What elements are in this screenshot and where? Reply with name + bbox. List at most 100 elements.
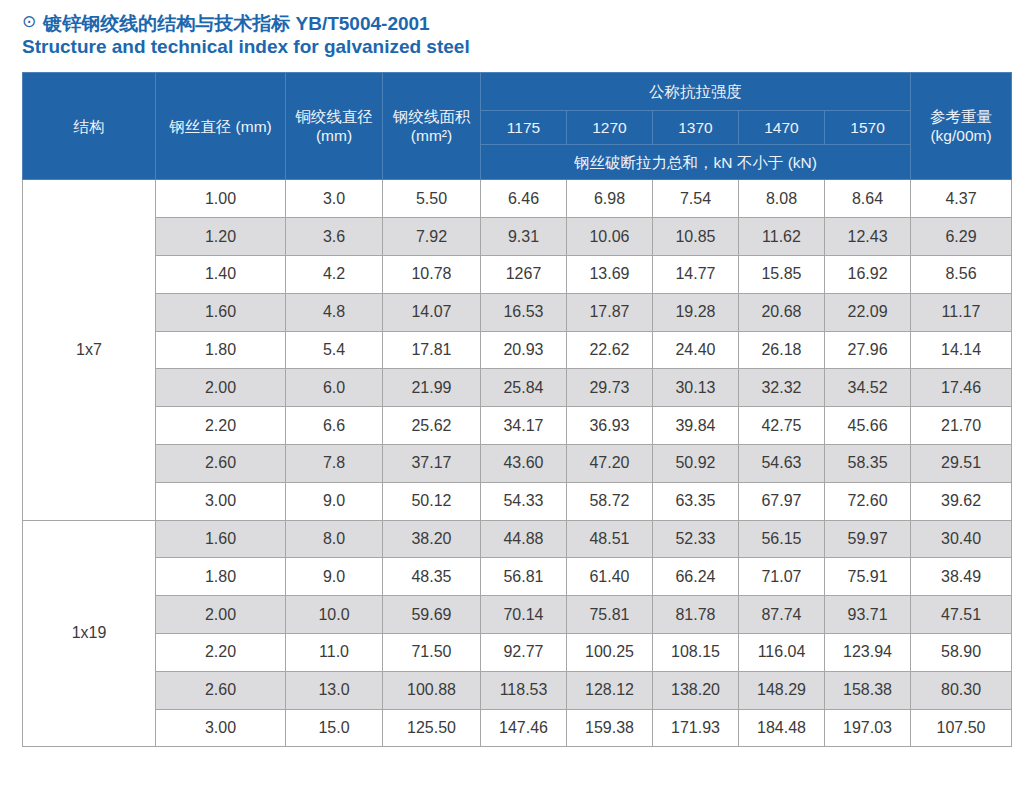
table-cell: 32.32 bbox=[739, 369, 825, 407]
table-cell: 81.78 bbox=[653, 596, 739, 634]
table-cell: 48.51 bbox=[567, 520, 653, 558]
table-cell: 123.94 bbox=[825, 633, 911, 671]
strand-area-line1: 钢绞线面积 bbox=[385, 107, 478, 126]
table-cell: 16.53 bbox=[481, 293, 567, 331]
table-cell: 34.52 bbox=[825, 369, 911, 407]
table-cell: 44.88 bbox=[481, 520, 567, 558]
table-cell: 4.8 bbox=[286, 293, 383, 331]
table-row: 1x191.608.038.2044.8848.5152.3356.1559.9… bbox=[23, 520, 1012, 558]
table-cell: 43.60 bbox=[481, 444, 567, 482]
table-cell: 2.00 bbox=[156, 596, 286, 634]
table-cell: 72.60 bbox=[825, 482, 911, 520]
spec-table: 结构 钢丝直径 (mm) 铜绞线直径 (mm) 钢绞线面积 (mm²) 公称抗拉… bbox=[22, 72, 1012, 747]
table-cell: 1.00 bbox=[156, 180, 286, 218]
table-cell: 116.04 bbox=[739, 633, 825, 671]
table-cell: 19.28 bbox=[653, 293, 739, 331]
table-cell: 38.49 bbox=[911, 558, 1012, 596]
table-cell: 71.07 bbox=[739, 558, 825, 596]
table-cell: 75.81 bbox=[567, 596, 653, 634]
table-cell: 13.69 bbox=[567, 255, 653, 293]
page-title-zh-row: ⊙ 镀锌钢绞线的结构与技术指标 YB/T5004-2001 bbox=[22, 12, 1011, 35]
table-cell: 158.38 bbox=[825, 671, 911, 709]
table-row: 1.809.048.3556.8161.4066.2471.0775.9138.… bbox=[23, 558, 1012, 596]
table-cell: 39.62 bbox=[911, 482, 1012, 520]
table-cell: 87.74 bbox=[739, 596, 825, 634]
table-cell: 59.69 bbox=[383, 596, 481, 634]
table-cell: 6.98 bbox=[567, 180, 653, 218]
table-cell: 75.91 bbox=[825, 558, 911, 596]
table-cell: 107.50 bbox=[911, 709, 1012, 747]
table-row: 2.006.021.9925.8429.7330.1332.3234.5217.… bbox=[23, 369, 1012, 407]
table-cell: 58.72 bbox=[567, 482, 653, 520]
table-row: 1x71.003.05.506.466.987.548.088.644.37 bbox=[23, 180, 1012, 218]
table-cell: 11.62 bbox=[739, 218, 825, 256]
col-header-structure: 结构 bbox=[23, 73, 156, 180]
table-cell: 25.84 bbox=[481, 369, 567, 407]
table-cell: 42.75 bbox=[739, 407, 825, 445]
table-cell: 22.09 bbox=[825, 293, 911, 331]
table-cell: 159.38 bbox=[567, 709, 653, 747]
table-cell: 3.6 bbox=[286, 218, 383, 256]
table-cell: 24.40 bbox=[653, 331, 739, 369]
table-cell: 30.40 bbox=[911, 520, 1012, 558]
table-cell: 2.00 bbox=[156, 369, 286, 407]
table-cell: 38.20 bbox=[383, 520, 481, 558]
table-cell: 6.29 bbox=[911, 218, 1012, 256]
col-header-grade-1470: 1470 bbox=[739, 111, 825, 145]
table-cell: 27.96 bbox=[825, 331, 911, 369]
strand-diameter-line2: (mm) bbox=[288, 126, 380, 145]
table-cell: 9.0 bbox=[286, 558, 383, 596]
table-cell: 6.0 bbox=[286, 369, 383, 407]
table-cell: 5.50 bbox=[383, 180, 481, 218]
table-cell: 4.2 bbox=[286, 255, 383, 293]
ref-weight-line1: 参考重量 bbox=[913, 107, 1009, 126]
table-cell: 184.48 bbox=[739, 709, 825, 747]
col-header-tensile-group: 公称抗拉强度 bbox=[481, 73, 911, 111]
table-cell: 63.35 bbox=[653, 482, 739, 520]
table-cell: 10.85 bbox=[653, 218, 739, 256]
col-header-grade-1270: 1270 bbox=[567, 111, 653, 145]
strand-area-line2: (mm²) bbox=[385, 126, 478, 145]
table-cell: 14.07 bbox=[383, 293, 481, 331]
table-cell: 52.33 bbox=[653, 520, 739, 558]
table-cell: 12.43 bbox=[825, 218, 911, 256]
table-cell: 17.46 bbox=[911, 369, 1012, 407]
table-cell: 17.87 bbox=[567, 293, 653, 331]
table-cell: 17.81 bbox=[383, 331, 481, 369]
table-cell: 9.0 bbox=[286, 482, 383, 520]
table-cell: 13.0 bbox=[286, 671, 383, 709]
table-cell: 61.40 bbox=[567, 558, 653, 596]
table-cell: 1.20 bbox=[156, 218, 286, 256]
table-cell: 11.17 bbox=[911, 293, 1012, 331]
col-header-breaking-note: 钢丝破断拉力总和，kN 不小于 (kN) bbox=[481, 145, 911, 180]
table-cell: 2.20 bbox=[156, 633, 286, 671]
table-cell: 48.35 bbox=[383, 558, 481, 596]
table-cell: 7.8 bbox=[286, 444, 383, 482]
title-block: ⊙ 镀锌钢绞线的结构与技术指标 YB/T5004-2001 Structure … bbox=[22, 12, 1011, 58]
table-cell: 8.08 bbox=[739, 180, 825, 218]
table-cell: 66.24 bbox=[653, 558, 739, 596]
col-header-wire-diameter: 钢丝直径 (mm) bbox=[156, 73, 286, 180]
table-cell: 50.92 bbox=[653, 444, 739, 482]
table-cell: 118.53 bbox=[481, 671, 567, 709]
table-row: 1.805.417.8120.9322.6224.4026.1827.9614.… bbox=[23, 331, 1012, 369]
table-cell: 22.62 bbox=[567, 331, 653, 369]
table-row: 1.604.814.0716.5317.8719.2820.6822.0911.… bbox=[23, 293, 1012, 331]
table-row: 2.0010.059.6970.1475.8181.7887.7493.7147… bbox=[23, 596, 1012, 634]
target-bullet-icon: ⊙ bbox=[22, 12, 36, 33]
table-cell: 100.25 bbox=[567, 633, 653, 671]
table-body: 1x71.003.05.506.466.987.548.088.644.371.… bbox=[23, 180, 1012, 747]
table-cell: 147.46 bbox=[481, 709, 567, 747]
table-cell: 6.6 bbox=[286, 407, 383, 445]
table-cell: 67.97 bbox=[739, 482, 825, 520]
table-cell: 6.46 bbox=[481, 180, 567, 218]
table-cell: 15.85 bbox=[739, 255, 825, 293]
table-cell: 3.00 bbox=[156, 709, 286, 747]
table-cell: 128.12 bbox=[567, 671, 653, 709]
col-header-strand-area: 钢绞线面积 (mm²) bbox=[383, 73, 481, 180]
table-cell: 20.68 bbox=[739, 293, 825, 331]
table-header: 结构 钢丝直径 (mm) 铜绞线直径 (mm) 钢绞线面积 (mm²) 公称抗拉… bbox=[23, 73, 1012, 180]
col-header-grade-1570: 1570 bbox=[825, 111, 911, 145]
ref-weight-line2: (kg/00m) bbox=[913, 126, 1009, 145]
structure-label: 1x7 bbox=[23, 180, 156, 520]
